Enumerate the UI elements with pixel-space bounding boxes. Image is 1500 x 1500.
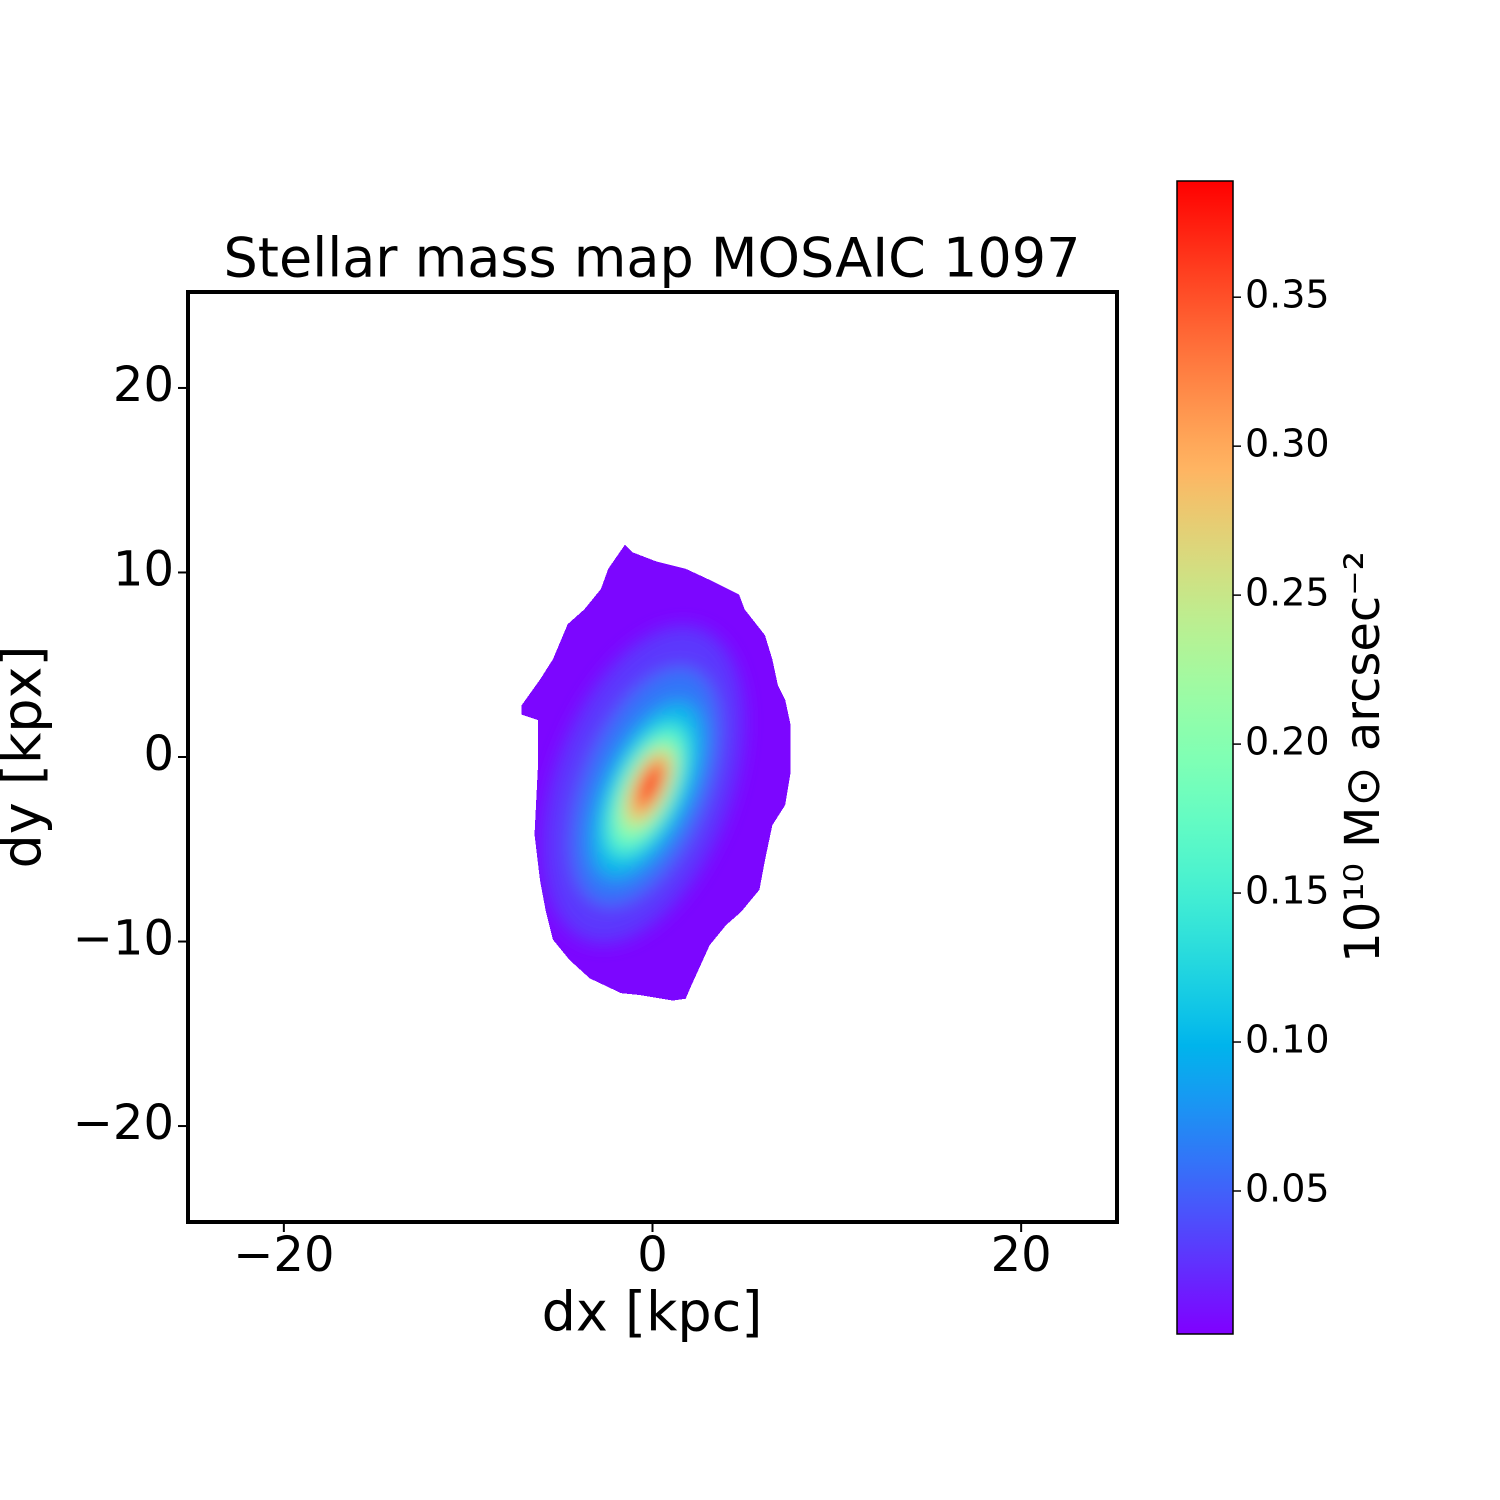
y-tick-label: 10	[113, 541, 174, 597]
colorbar-tick-label: 0.35	[1245, 273, 1330, 317]
colorbar-tick-label: 0.30	[1245, 422, 1330, 466]
x-axis-label: dx [kpc]	[542, 1281, 763, 1344]
colorbar-tick-label: 0.05	[1245, 1166, 1330, 1210]
y-tick-label: 0	[143, 726, 174, 782]
chart-title: Stellar mass map MOSAIC 1097	[224, 227, 1081, 290]
x-tick-label: −20	[233, 1227, 334, 1283]
colorbar: 0.05 0.10 0.15 0.20 0.25 0.30 0.35	[1176, 180, 1330, 1335]
colorbar-tick-label: 0.10	[1245, 1018, 1330, 1062]
colorbar-label: 10¹⁰ M⊙ arcsec⁻²	[1335, 551, 1391, 963]
colorbar-tick-label: 0.20	[1245, 720, 1330, 764]
y-tick-label: −20	[73, 1095, 174, 1151]
y-tick-label: 20	[113, 357, 174, 413]
intensity-level	[641, 767, 660, 799]
colorbar-gradient	[1176, 180, 1234, 1335]
colorbar-tick-label: 0.25	[1245, 571, 1330, 615]
x-tick-label: 0	[637, 1227, 668, 1283]
y-axis-label: dy [kpx]	[0, 645, 54, 868]
x-tick-label: 20	[991, 1227, 1052, 1283]
colorbar-tick-label: 0.15	[1245, 869, 1330, 913]
plot-area: −20 0 20 −20 −10 0 10 20	[73, 290, 1119, 1283]
y-tick-label: −10	[73, 911, 174, 967]
